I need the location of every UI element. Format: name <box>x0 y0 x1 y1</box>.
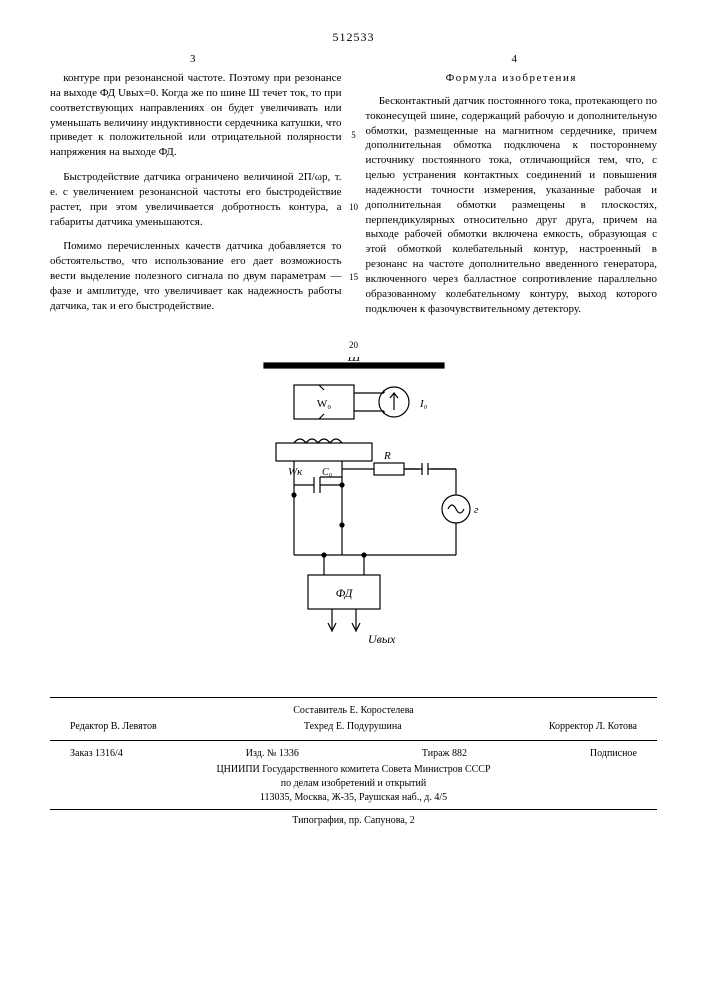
print-run-row: Заказ 1316/4 Изд. № 1336 Тираж 882 Подпи… <box>50 745 657 763</box>
line-num: 5 <box>346 129 362 141</box>
org-line-1: ЦНИИПИ Государственного комитета Совета … <box>50 763 657 777</box>
circuit-diagram: Ш W₀ I₀ Wк <box>224 357 484 657</box>
line-num: 15 <box>346 271 362 283</box>
claims-title: Формула изобретения <box>366 71 658 86</box>
claims-paragraph: Бесконтактный датчик постоянного тока, п… <box>366 94 658 317</box>
right-column: Формула изобретения Бесконтактный датчик… <box>366 71 658 327</box>
body-paragraph: Быстродействие датчика ограничено величи… <box>50 170 342 229</box>
label-r: R <box>383 450 391 462</box>
line-num: 10 <box>346 201 362 213</box>
body-paragraph: контуре при резонансной частоте. Поэтому… <box>50 71 342 160</box>
label-wk: Wк <box>288 466 303 478</box>
body-paragraph: Помимо перечисленных качеств датчика доб… <box>50 239 342 313</box>
two-column-body: 5 10 15 20 контуре при резонансной часто… <box>50 71 657 327</box>
page-num-right: 4 <box>512 53 518 65</box>
line-num: 20 <box>346 339 362 351</box>
label-sh: Ш <box>346 357 361 364</box>
page-column-markers: 3 4 <box>50 53 657 71</box>
page-num-left: 3 <box>190 53 196 65</box>
label-w0: W₀ <box>316 398 330 410</box>
address-line: 113035, Москва, Ж-35, Раушская наб., д. … <box>50 791 657 805</box>
label-i0: I₀ <box>419 398 428 410</box>
label-uout: Uвых <box>368 632 396 646</box>
left-column: контуре при резонансной частоте. Поэтому… <box>50 71 342 327</box>
org-line-2: по делам изобретений и открытий <box>50 777 657 791</box>
typography-line: Типография, пр. Сапунова, 2 <box>50 814 657 828</box>
document-number: 512533 <box>50 30 657 45</box>
label-gen: г <box>474 504 479 516</box>
compiler-line: Составитель Е. Коростелева <box>50 704 657 718</box>
label-fd: ФД <box>335 586 353 600</box>
credits-row: Редактор В. Левятов Техред Е. Подурушина… <box>50 718 657 736</box>
imprint-footer: Составитель Е. Коростелева Редактор В. Л… <box>50 697 657 828</box>
label-c0: C₀ <box>322 467 333 478</box>
